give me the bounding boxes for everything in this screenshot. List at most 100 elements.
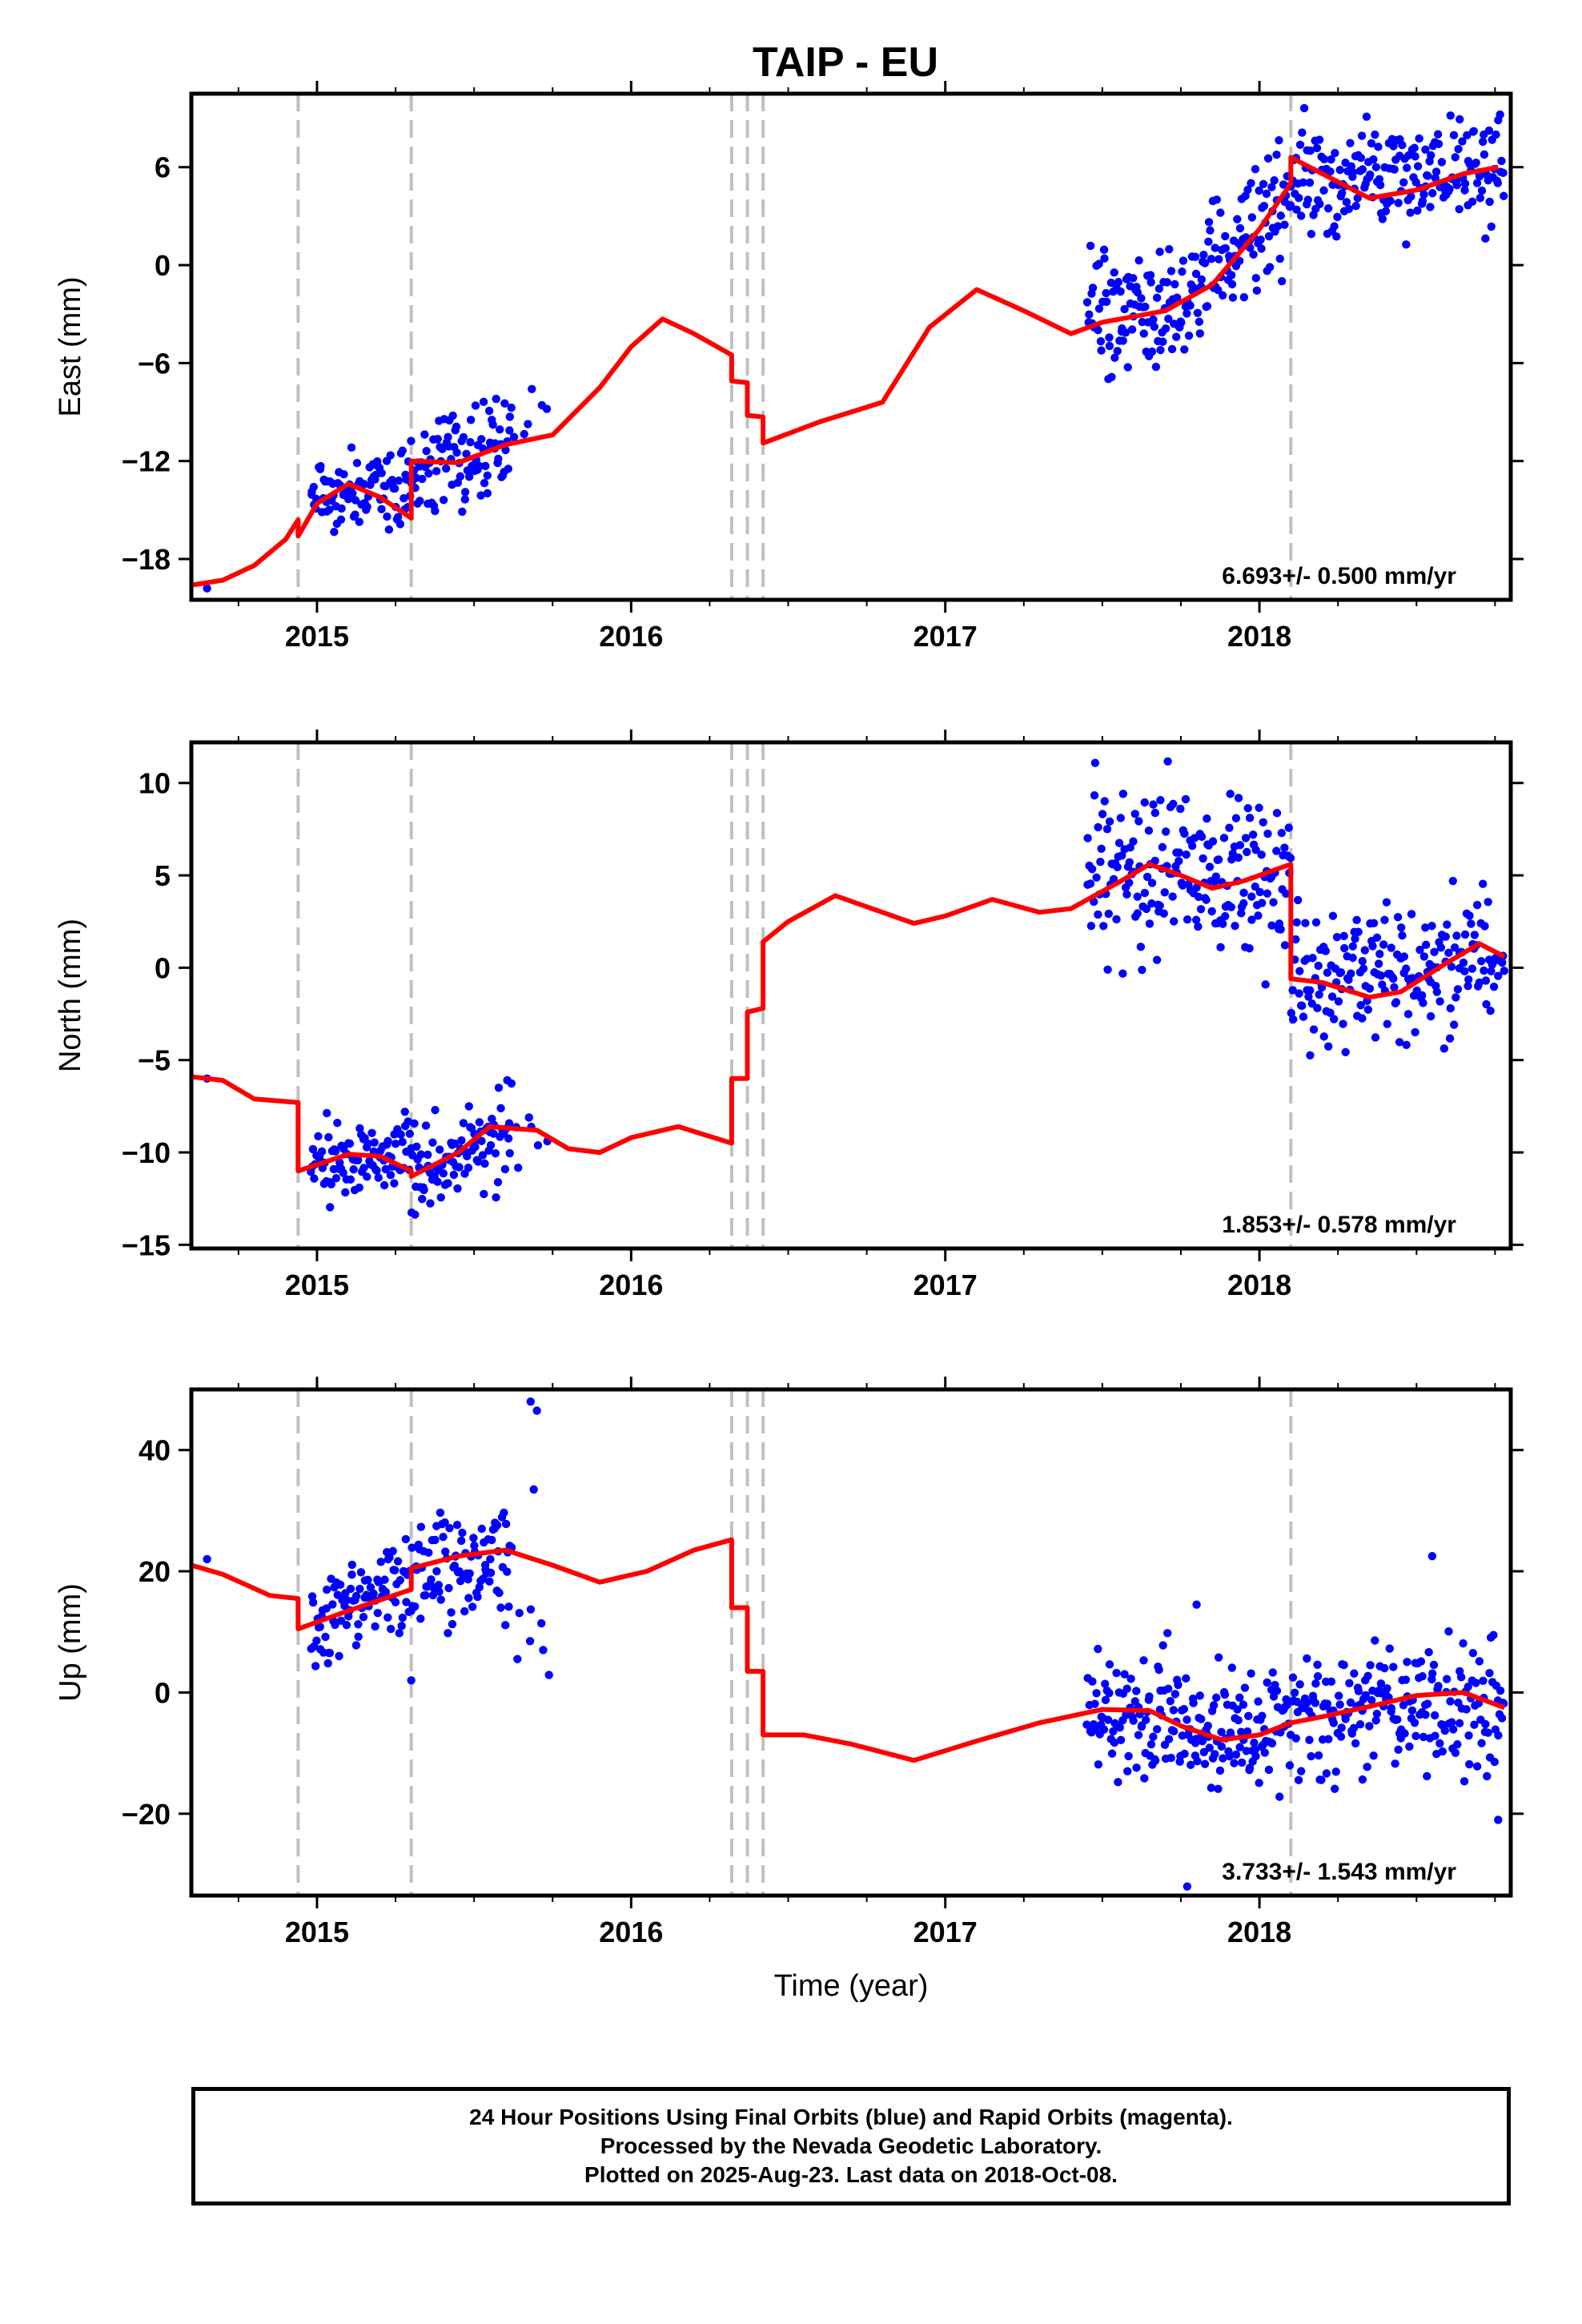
data-point	[1174, 848, 1183, 857]
data-point	[363, 1172, 371, 1181]
data-point	[1118, 790, 1128, 798]
data-point	[1245, 1763, 1255, 1772]
data-point	[1249, 250, 1258, 259]
data-point	[459, 432, 468, 442]
data-point	[478, 1151, 488, 1160]
data-point	[1356, 153, 1366, 163]
data-point	[1313, 1660, 1322, 1669]
data-point	[477, 1136, 486, 1146]
data-point	[384, 525, 394, 534]
data-point	[1150, 1756, 1160, 1765]
data-point	[448, 1619, 457, 1629]
data-point	[1326, 167, 1335, 176]
data-point	[1285, 1761, 1295, 1770]
data-point	[1465, 1759, 1474, 1769]
data-point	[1288, 986, 1297, 995]
data-point	[513, 1163, 523, 1172]
data-point	[431, 1105, 440, 1115]
data-point	[1286, 854, 1295, 862]
data-point	[1468, 197, 1477, 207]
data-point	[1284, 823, 1293, 832]
data-point	[1255, 186, 1263, 195]
data-point	[544, 1671, 553, 1679]
data-point	[432, 467, 441, 476]
caption-box: 24 Hour Positions Using Final Orbits (bl…	[191, 2087, 1511, 2205]
x-tick-label: 2018	[1227, 1916, 1291, 1948]
data-point	[1252, 286, 1262, 296]
data-point	[1255, 887, 1264, 897]
data-point	[1107, 1749, 1117, 1758]
data-point	[1323, 1699, 1332, 1708]
data-point	[1087, 864, 1097, 874]
data-point	[317, 1147, 327, 1156]
data-point	[1327, 155, 1335, 164]
data-point	[1121, 328, 1130, 337]
data-point	[1133, 892, 1142, 901]
data-point	[1105, 1660, 1114, 1669]
data-point	[1100, 797, 1109, 806]
data-point	[1134, 1731, 1143, 1739]
data-point	[1295, 967, 1304, 975]
data-point	[1330, 1784, 1339, 1793]
data-point	[336, 515, 346, 524]
data-point	[1123, 363, 1132, 372]
data-point	[1217, 1742, 1227, 1751]
data-point	[1158, 337, 1167, 346]
data-point	[1142, 904, 1151, 914]
data-point	[1237, 1727, 1246, 1736]
data-point	[1472, 1762, 1482, 1771]
data-point	[1431, 174, 1439, 183]
data-point	[1105, 1689, 1114, 1698]
data-point	[1303, 1654, 1311, 1663]
data-point	[1480, 922, 1489, 931]
data-point	[1342, 198, 1351, 207]
data-point	[1490, 1757, 1499, 1767]
data-point	[1209, 1701, 1219, 1710]
data-point	[1228, 293, 1238, 302]
data-point	[1245, 814, 1255, 822]
data-point	[1214, 1653, 1223, 1662]
data-point	[1241, 834, 1251, 842]
data-point	[395, 1629, 404, 1638]
data-point	[1314, 961, 1323, 971]
data-point	[1452, 993, 1460, 1002]
data-point	[1296, 211, 1306, 220]
data-point	[1205, 1743, 1214, 1752]
data-point	[1195, 1691, 1204, 1700]
data-point	[1180, 1749, 1189, 1759]
data-point	[351, 1641, 361, 1650]
data-point	[1358, 1775, 1367, 1784]
data-point	[1141, 302, 1150, 312]
data-point	[1182, 915, 1192, 924]
data-point	[1212, 1693, 1221, 1703]
data-point	[1123, 1767, 1132, 1776]
x-tick-label: 2017	[913, 620, 978, 653]
data-point	[1419, 952, 1429, 961]
data-point	[1427, 189, 1437, 198]
data-point	[1194, 892, 1203, 902]
data-point	[1134, 817, 1143, 826]
data-point	[422, 446, 431, 456]
data-point	[444, 1179, 452, 1188]
data-points	[203, 757, 1508, 1219]
data-point	[1231, 921, 1239, 931]
data-point	[1480, 150, 1489, 159]
data-point	[1494, 1815, 1503, 1824]
data-point	[342, 1595, 351, 1605]
data-point	[1085, 310, 1094, 319]
data-point	[1399, 952, 1409, 961]
data-point	[1295, 140, 1305, 149]
y-tick-label: −15	[122, 1228, 171, 1261]
data-point	[386, 451, 395, 460]
rate-label: 6.693+/- 0.500 mm/yr	[1222, 563, 1456, 589]
data-point	[1105, 341, 1114, 351]
data-point	[1367, 139, 1376, 148]
data-point	[1211, 872, 1221, 881]
data-point	[1398, 931, 1407, 940]
data-point	[1296, 1767, 1306, 1775]
data-point	[1170, 1690, 1180, 1699]
data-point	[1138, 965, 1146, 975]
data-point	[501, 1621, 510, 1630]
data-point	[533, 1141, 543, 1150]
data-point	[473, 1157, 483, 1166]
